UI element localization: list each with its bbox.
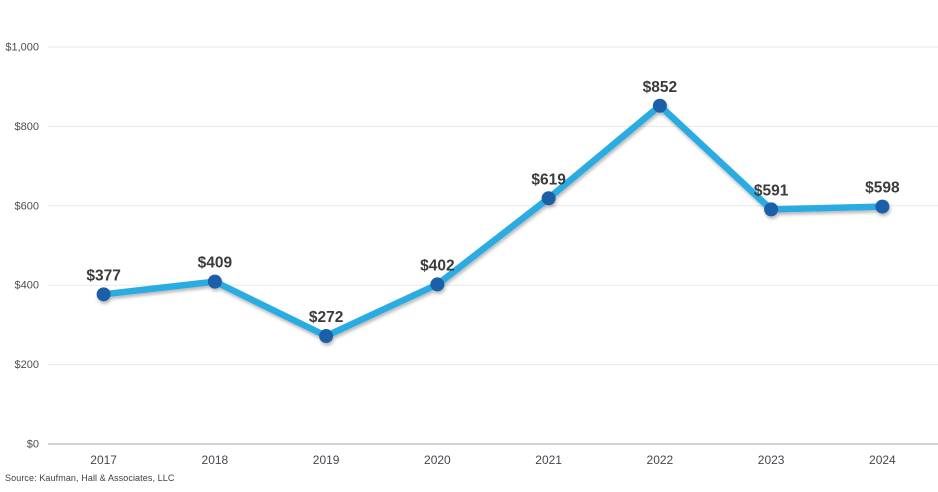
data-point-2019 (319, 329, 334, 344)
series-line (100, 102, 886, 340)
x-axis-labels: 2017 2018 2019 2020 2021 2022 2023 2024 (90, 453, 896, 467)
data-point-2021 (541, 191, 556, 206)
data-point-2017 (96, 287, 111, 302)
data-label-2020: $402 (420, 257, 454, 274)
data-label-2019: $272 (309, 309, 343, 326)
y-axis-tick-label: $1,000 (5, 42, 39, 54)
y-axis-tick-label: $800 (15, 121, 39, 133)
x-axis-tick-label: 2020 (424, 453, 451, 467)
gridlines (48, 46, 938, 445)
y-axis-tick-label: $0 (27, 439, 39, 451)
x-axis-tick-label: 2017 (90, 453, 117, 467)
data-series (96, 98, 890, 344)
data-point-2022 (652, 98, 667, 113)
source-note: Source: Kaufman, Hall & Associates, LLC (5, 473, 175, 483)
data-label-2021: $619 (531, 171, 566, 188)
data-point-2023 (764, 202, 779, 217)
data-label-2023: $591 (754, 182, 789, 199)
x-axis-tick-label: 2021 (535, 453, 562, 467)
data-point-2024 (875, 199, 890, 214)
x-axis-tick-label: 2023 (758, 453, 785, 467)
y-axis-labels: $0 $200 $400 $600 $800 $1,000 (5, 42, 39, 451)
data-label-2018: $409 (198, 255, 233, 272)
x-axis-tick-label: 2018 (202, 453, 229, 467)
data-point-2020 (430, 277, 445, 292)
y-axis-tick-label: $600 (15, 200, 39, 212)
data-labels: $377 $409 $272 $402 $619 $852 $591 $598 (86, 79, 900, 326)
data-label-2022: $852 (643, 79, 677, 96)
x-axis-tick-label: 2024 (869, 453, 896, 467)
y-axis-tick-label: $400 (15, 280, 39, 292)
data-label-2024: $598 (865, 180, 900, 197)
data-point-2018 (207, 274, 222, 289)
y-axis-tick-label: $200 (15, 359, 39, 371)
x-axis-tick-label: 2022 (647, 453, 674, 467)
data-label-2017: $377 (86, 267, 120, 284)
x-axis-tick-label: 2019 (313, 453, 340, 467)
